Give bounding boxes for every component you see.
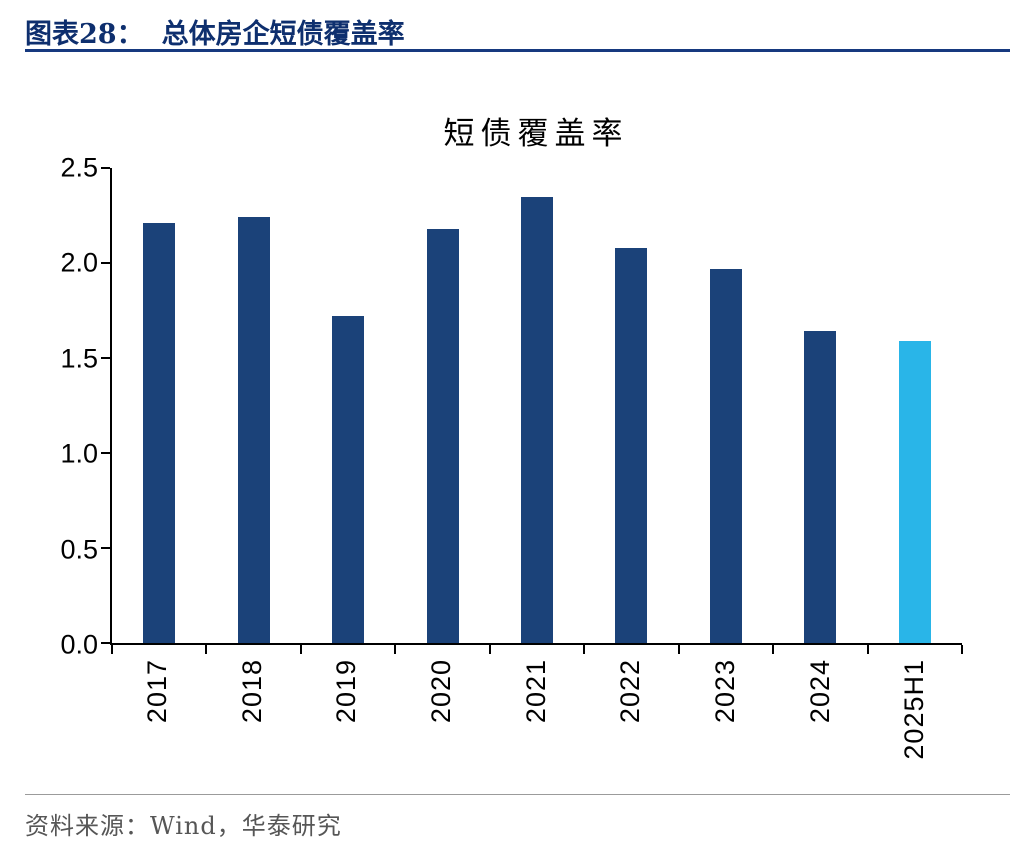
- x-label-cell: 2024: [773, 659, 868, 794]
- bar-2021: [521, 196, 553, 643]
- bar-2024: [804, 331, 837, 643]
- y-tick-label: 2.5: [60, 152, 98, 183]
- bar-2022: [615, 247, 648, 643]
- x-label-cell: 2025H1: [867, 659, 962, 794]
- y-tick-label: 1.5: [60, 343, 98, 374]
- y-tick-mark: [101, 357, 110, 359]
- figure-header: 图表28： 总体房企短债覆盖率: [25, 12, 405, 51]
- bar-2017: [143, 223, 176, 643]
- x-tick-mark: [677, 645, 680, 654]
- y-tick-label: 0.5: [60, 534, 98, 565]
- x-axis-label: 2025H1: [899, 659, 930, 760]
- y-tick-label: 0.0: [60, 629, 98, 660]
- bar-2020: [426, 228, 459, 643]
- x-axis-label: 2021: [520, 659, 551, 724]
- x-axis-labels: 2017 2018 2019 2020 2021 2022 2023 2024 2025H1: [110, 659, 962, 794]
- source-divider: [25, 794, 1010, 795]
- figure-number: 图表28：: [25, 19, 144, 50]
- source-text: 资料来源：Wind，华泰研究: [25, 812, 342, 840]
- y-tick-mark: [101, 452, 110, 454]
- y-tick-mark: [101, 167, 110, 169]
- x-axis-label: 2022: [615, 659, 646, 724]
- x-axis-label: 2019: [331, 659, 362, 724]
- x-tick-mark: [772, 645, 775, 654]
- x-label-cell: 2021: [489, 659, 584, 794]
- x-tick-mark: [394, 645, 397, 654]
- y-tick-label: 1.0: [60, 438, 98, 469]
- y-tick-mark: [101, 547, 110, 549]
- x-axis-label: 2017: [141, 659, 172, 724]
- x-label-cell: 2020: [394, 659, 489, 794]
- y-axis-labels: 0.0 0.5 1.0 1.5 2.0 2.5: [20, 153, 98, 660]
- y-tick-mark: [101, 262, 110, 264]
- x-axis-label: 2023: [709, 659, 740, 724]
- x-label-cell: 2018: [205, 659, 300, 794]
- x-tick-mark: [111, 645, 113, 654]
- x-tick-mark: [866, 645, 869, 654]
- y-tick-label: 2.0: [60, 247, 98, 278]
- x-tick-mark: [299, 645, 302, 654]
- header-rule: [25, 49, 1010, 52]
- x-axis-label: 2020: [425, 659, 456, 724]
- figure-title: 总体房企短债覆盖率: [161, 19, 405, 50]
- y-tick-mark: [101, 642, 110, 644]
- x-tick-mark: [961, 645, 963, 654]
- x-tick-mark: [583, 645, 586, 654]
- x-axis-label: 2024: [804, 659, 835, 724]
- bar-2019: [332, 316, 365, 643]
- bar-2018: [237, 217, 270, 643]
- x-axis-label: 2018: [236, 659, 267, 724]
- bar-2023: [709, 268, 742, 643]
- x-tick-mark: [488, 645, 491, 654]
- x-tick-mark: [205, 645, 208, 654]
- x-label-cell: 2022: [583, 659, 678, 794]
- x-label-cell: 2019: [299, 659, 394, 794]
- x-label-cell: 2023: [678, 659, 773, 794]
- x-label-cell: 2017: [110, 659, 205, 794]
- bar-2025H1: [898, 340, 931, 643]
- plot-area: [101, 167, 963, 654]
- chart-title: 短债覆盖率: [443, 116, 629, 152]
